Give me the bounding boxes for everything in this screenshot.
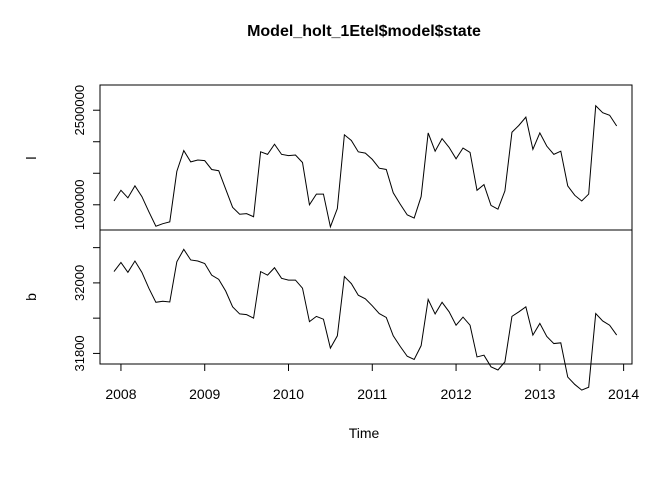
panel-l-frame bbox=[99, 84, 633, 231]
y-tick-label-l: 1000000 bbox=[72, 179, 87, 230]
series-line-l bbox=[113, 104, 618, 229]
chart-title: Model_holt_1Etel$model$state bbox=[247, 23, 481, 40]
y-tick-label-b: 32000 bbox=[72, 265, 87, 301]
x-tick-label: 2013 bbox=[524, 386, 555, 402]
x-tick-label: 2014 bbox=[608, 386, 639, 402]
y-tick-label-l: 2500000 bbox=[72, 85, 87, 136]
x-tick-label: 2010 bbox=[273, 386, 304, 402]
x-axis-label: Time bbox=[349, 425, 380, 441]
panel-b-ylabel: b bbox=[23, 293, 39, 301]
x-tick-label: 2011 bbox=[357, 386, 387, 402]
panel-l-ylabel: l bbox=[23, 156, 39, 159]
y-tick-label-b: 31800 bbox=[72, 335, 87, 371]
x-tick-label: 2008 bbox=[105, 386, 136, 402]
x-tick-label: 2012 bbox=[440, 386, 471, 402]
panel-b-frame bbox=[99, 229, 633, 365]
series-line-b bbox=[113, 248, 618, 391]
x-tick-label: 2009 bbox=[189, 386, 220, 402]
